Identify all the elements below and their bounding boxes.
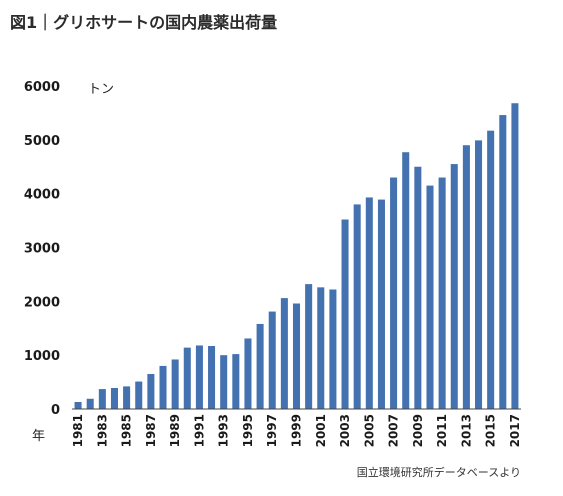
x-tick-label-2011: 2011 — [435, 414, 449, 447]
bar-2004 — [353, 204, 361, 409]
bar-2014 — [475, 140, 483, 409]
y-tick-label: 6000 — [24, 80, 60, 95]
bar-1987 — [147, 374, 155, 409]
x-tick-label-2015: 2015 — [484, 414, 498, 447]
x-tick-label-2007: 2007 — [387, 414, 401, 447]
x-tick-label-2001: 2001 — [314, 414, 328, 447]
x-tick-label-1989: 1989 — [168, 414, 182, 447]
x-tick-label-1993: 1993 — [217, 414, 231, 447]
x-axis-year-label: 年 — [32, 429, 45, 444]
bar-2005 — [365, 197, 373, 409]
bar-2006 — [377, 199, 385, 409]
bar-1986 — [135, 381, 143, 409]
y-tick-label: 3000 — [24, 242, 60, 257]
bar-1996 — [256, 323, 264, 409]
x-tick-label-1997: 1997 — [265, 414, 279, 447]
bar-1990 — [183, 347, 191, 409]
bar-1997 — [268, 311, 276, 409]
bar-2011 — [438, 177, 446, 409]
bar-2009 — [414, 166, 422, 409]
x-tick-label-1995: 1995 — [241, 414, 255, 447]
bar-2007 — [390, 177, 398, 409]
bar-2013 — [462, 145, 470, 409]
bar-2002 — [329, 289, 337, 409]
bar-1981 — [74, 402, 82, 409]
bar-2008 — [402, 152, 410, 409]
x-tick-label-1981: 1981 — [71, 414, 85, 447]
x-axis-tick-labels: 1981 1983 1985 1987 1989 1991 1993 1995 1997 1999… — [71, 414, 522, 447]
bar-1983 — [98, 389, 106, 409]
x-tick-label-2009: 2009 — [411, 414, 425, 447]
bar-2001 — [317, 287, 325, 409]
x-tick-label-2013: 2013 — [459, 414, 473, 447]
x-tick-label-2017: 2017 — [508, 414, 522, 447]
x-tick-label-1987: 1987 — [144, 414, 158, 447]
bar-2003 — [341, 219, 349, 409]
bar-1984 — [110, 388, 118, 409]
bar-1985 — [123, 386, 131, 409]
bar-1991 — [195, 345, 203, 409]
bar-2000 — [305, 284, 313, 409]
x-tick-label-1999: 1999 — [290, 414, 304, 447]
bar-1989 — [171, 359, 179, 409]
y-tick-label: 4000 — [24, 188, 60, 203]
bar-2010 — [426, 185, 434, 409]
bar-2016 — [499, 115, 507, 409]
bar-2017 — [511, 103, 519, 409]
source-note: 国立環境研究所データベースより — [357, 465, 521, 479]
bar-1995 — [244, 338, 252, 409]
bar-1994 — [232, 354, 240, 409]
y-tick-label: 1000 — [24, 349, 60, 364]
y-axis-tick-labels: 0 1000 2000 3000 4000 5000 6000 — [24, 80, 60, 418]
x-tick-label-1985: 1985 — [120, 414, 134, 447]
y-tick-label: 5000 — [24, 134, 60, 149]
bar-1993 — [220, 355, 228, 409]
bar-1998 — [280, 298, 288, 409]
y-axis-unit-label: トン — [88, 82, 114, 97]
bar-1988 — [159, 365, 167, 409]
x-tick-label-1991: 1991 — [192, 414, 206, 447]
y-tick-label: 0 — [51, 403, 60, 418]
x-tick-label-2005: 2005 — [362, 414, 376, 447]
bar-2012 — [450, 164, 458, 409]
bar-2015 — [487, 130, 495, 409]
bars — [74, 103, 519, 409]
chart-title: 図1｜グリホサートの国内農薬出荷量 — [10, 13, 278, 32]
y-tick-label: 2000 — [24, 295, 60, 310]
x-tick-label-2003: 2003 — [338, 414, 352, 447]
x-tick-label-1983: 1983 — [95, 414, 109, 447]
bar-1992 — [208, 346, 216, 409]
bar-1999 — [292, 303, 301, 409]
bar-1982 — [86, 398, 94, 409]
